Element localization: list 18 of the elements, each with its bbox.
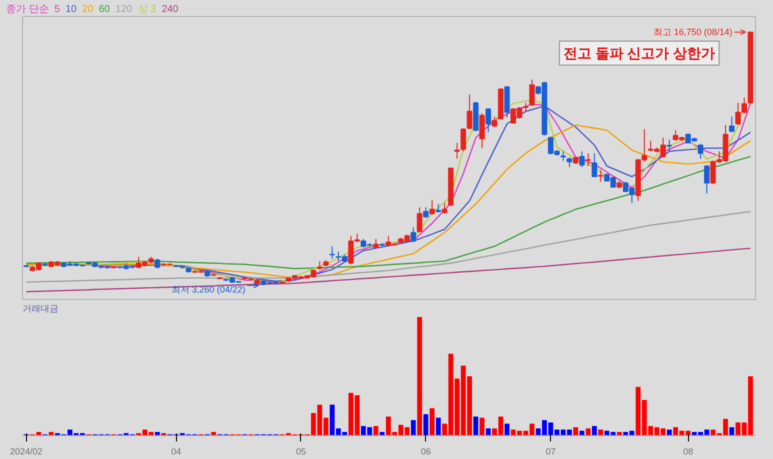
text: 240 — [162, 4, 178, 15]
x-tick-label: 08 — [683, 446, 694, 456]
chart-title: 거래대금 — [22, 304, 58, 314]
legend-title: 종가 단순 — [6, 4, 49, 15]
x-tick-label: 07 — [546, 446, 556, 456]
annotation: 최저 3,260 (04/22) — [171, 284, 246, 294]
text: 10 — [65, 4, 77, 15]
text: 20 — [82, 4, 94, 15]
x-tick-label: 06 — [420, 446, 431, 456]
annotation: 전고 돌파 신고가 상한가 — [563, 45, 716, 62]
x-tick-label: 04 — [171, 446, 182, 456]
annotation: 최고 16,750 (08/14) — [653, 27, 732, 38]
text: 상 3 — [138, 4, 156, 15]
text: 5 — [54, 4, 60, 15]
x-tick-label: 05 — [296, 446, 306, 456]
x-tick-label: 2024/02 — [10, 446, 43, 456]
text: 60 — [98, 4, 110, 15]
text: 120 — [116, 4, 132, 15]
